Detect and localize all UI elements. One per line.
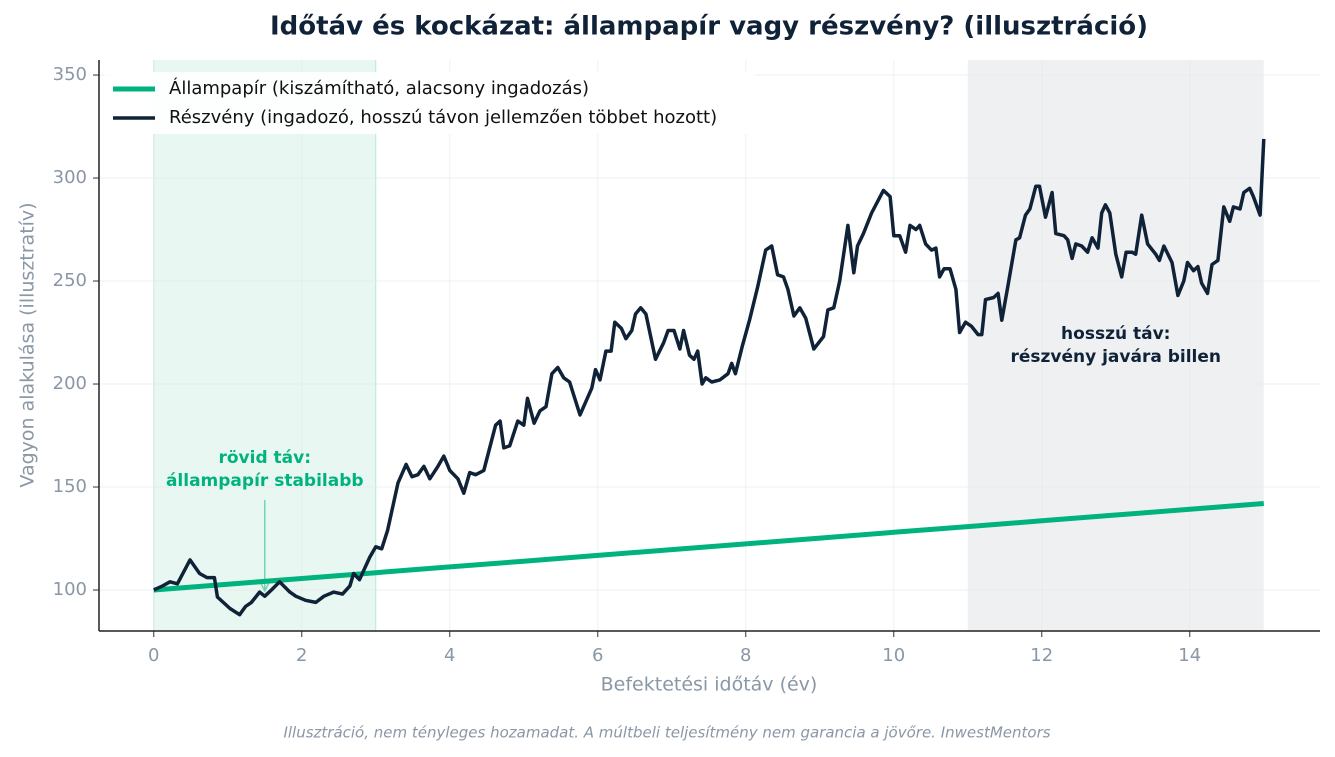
- y-tick-label: 100: [53, 579, 87, 600]
- x-tick-label: 14: [1178, 645, 1201, 666]
- x-tick-label: 0: [148, 645, 159, 666]
- x-tick-label: 2: [296, 645, 307, 666]
- annotation: rövid táv:: [218, 448, 311, 468]
- series-line: [153, 501, 1264, 593]
- y-tick-label: 150: [53, 476, 87, 497]
- legend-label: Állampapír (kiszámítható, alacsony ingad…: [169, 77, 589, 99]
- x-tick-label: 8: [740, 645, 751, 666]
- annotation: hosszú táv:: [1061, 324, 1170, 344]
- y-tick-label: 350: [53, 64, 87, 85]
- y-axis-label: Vagyon alakulása (illusztratív): [17, 202, 39, 487]
- y-tick-label: 250: [53, 270, 87, 291]
- x-axis-label: Befektetési időtáv (év): [601, 674, 818, 696]
- y-tick-label: 300: [53, 167, 87, 188]
- annotation-arrowhead: [260, 582, 270, 593]
- x-tick-label: 12: [1030, 645, 1053, 666]
- shaded-region: [967, 60, 1264, 631]
- y-tick-label: 200: [53, 373, 87, 394]
- annotation: részvény javára billen: [1010, 347, 1221, 367]
- chart-title: Időtáv és kockázat: állampapír vagy rész…: [270, 12, 1148, 42]
- x-tick-label: 10: [882, 645, 905, 666]
- x-tick-label: 6: [592, 645, 603, 666]
- legend-box: [105, 72, 755, 134]
- caption: Illusztráció, nem tényleges hozamadat. A…: [283, 724, 1050, 742]
- x-tick-label: 4: [444, 645, 455, 666]
- series-line: [153, 138, 1266, 617]
- legend-label: Részvény (ingadozó, hosszú távon jellemz…: [169, 107, 717, 128]
- annotation: állampapír stabilabb: [166, 471, 364, 491]
